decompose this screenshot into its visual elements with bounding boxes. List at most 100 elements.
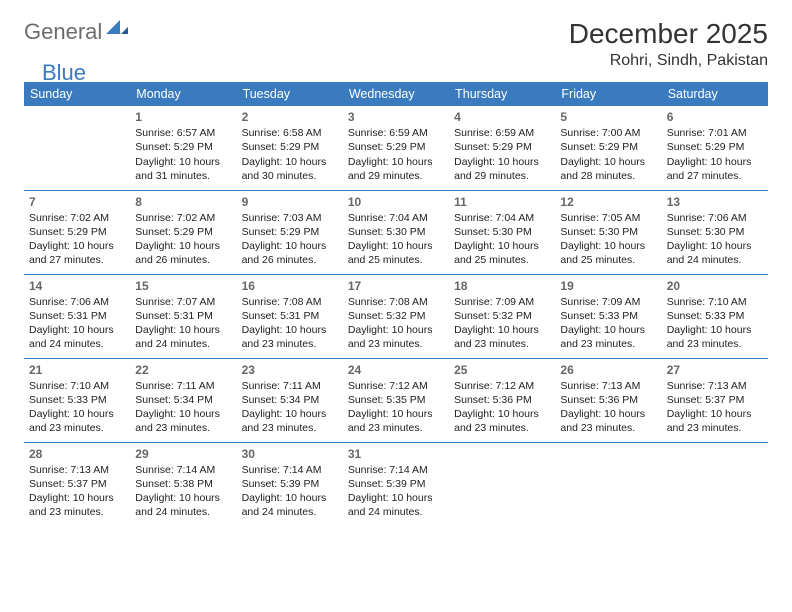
daylight-line: Daylight: 10 hours and 26 minutes. — [135, 239, 231, 267]
calendar-day-cell: 23Sunrise: 7:11 AMSunset: 5:34 PMDayligh… — [237, 358, 343, 442]
sunset-line: Sunset: 5:29 PM — [667, 140, 763, 154]
day-number: 8 — [135, 194, 231, 210]
calendar-day-cell — [662, 442, 768, 526]
calendar-day-cell: 17Sunrise: 7:08 AMSunset: 5:32 PMDayligh… — [343, 274, 449, 358]
sunrise-line: Sunrise: 7:11 AM — [242, 379, 338, 393]
calendar-day-cell: 13Sunrise: 7:06 AMSunset: 5:30 PMDayligh… — [662, 190, 768, 274]
sunrise-line: Sunrise: 7:08 AM — [242, 295, 338, 309]
sunset-line: Sunset: 5:34 PM — [135, 393, 231, 407]
day-number: 6 — [667, 109, 763, 125]
day-number: 1 — [135, 109, 231, 125]
calendar-day-cell: 30Sunrise: 7:14 AMSunset: 5:39 PMDayligh… — [237, 442, 343, 526]
sunrise-line: Sunrise: 7:10 AM — [667, 295, 763, 309]
sunrise-line: Sunrise: 7:12 AM — [454, 379, 550, 393]
location: Rohri, Sindh, Pakistan — [569, 52, 768, 70]
day-number: 2 — [242, 109, 338, 125]
daylight-line: Daylight: 10 hours and 23 minutes. — [29, 491, 125, 519]
day-number: 29 — [135, 446, 231, 462]
sunrise-line: Sunrise: 7:02 AM — [29, 211, 125, 225]
daylight-line: Daylight: 10 hours and 23 minutes. — [560, 323, 656, 351]
sunset-line: Sunset: 5:29 PM — [135, 140, 231, 154]
sunrise-line: Sunrise: 7:06 AM — [29, 295, 125, 309]
sunrise-line: Sunrise: 7:03 AM — [242, 211, 338, 225]
day-number: 25 — [454, 362, 550, 378]
daylight-line: Daylight: 10 hours and 23 minutes. — [348, 323, 444, 351]
day-number: 16 — [242, 278, 338, 294]
daylight-line: Daylight: 10 hours and 25 minutes. — [454, 239, 550, 267]
calendar-day-cell — [449, 442, 555, 526]
sunset-line: Sunset: 5:36 PM — [560, 393, 656, 407]
daylight-line: Daylight: 10 hours and 31 minutes. — [135, 155, 231, 183]
sunset-line: Sunset: 5:29 PM — [242, 225, 338, 239]
daylight-line: Daylight: 10 hours and 23 minutes. — [454, 407, 550, 435]
calendar-day-cell: 29Sunrise: 7:14 AMSunset: 5:38 PMDayligh… — [130, 442, 236, 526]
daylight-line: Daylight: 10 hours and 29 minutes. — [348, 155, 444, 183]
sunrise-line: Sunrise: 7:04 AM — [348, 211, 444, 225]
sunset-line: Sunset: 5:39 PM — [242, 477, 338, 491]
day-number: 15 — [135, 278, 231, 294]
sunset-line: Sunset: 5:35 PM — [348, 393, 444, 407]
daylight-line: Daylight: 10 hours and 26 minutes. — [242, 239, 338, 267]
daylight-line: Daylight: 10 hours and 30 minutes. — [242, 155, 338, 183]
calendar-header-row: SundayMondayTuesdayWednesdayThursdayFrid… — [24, 82, 768, 106]
day-number: 4 — [454, 109, 550, 125]
sunset-line: Sunset: 5:37 PM — [29, 477, 125, 491]
logo-text-general: General — [24, 19, 102, 45]
calendar-day-cell: 8Sunrise: 7:02 AMSunset: 5:29 PMDaylight… — [130, 190, 236, 274]
daylight-line: Daylight: 10 hours and 23 minutes. — [560, 407, 656, 435]
daylight-line: Daylight: 10 hours and 24 minutes. — [135, 323, 231, 351]
calendar-day-cell: 21Sunrise: 7:10 AMSunset: 5:33 PMDayligh… — [24, 358, 130, 442]
sunrise-line: Sunrise: 7:07 AM — [135, 295, 231, 309]
calendar-day-cell: 14Sunrise: 7:06 AMSunset: 5:31 PMDayligh… — [24, 274, 130, 358]
sunset-line: Sunset: 5:29 PM — [348, 140, 444, 154]
day-number: 10 — [348, 194, 444, 210]
daylight-line: Daylight: 10 hours and 24 minutes. — [29, 323, 125, 351]
daylight-line: Daylight: 10 hours and 23 minutes. — [29, 407, 125, 435]
day-header: Tuesday — [237, 82, 343, 106]
day-header: Wednesday — [343, 82, 449, 106]
calendar-day-cell: 31Sunrise: 7:14 AMSunset: 5:39 PMDayligh… — [343, 442, 449, 526]
calendar-day-cell: 22Sunrise: 7:11 AMSunset: 5:34 PMDayligh… — [130, 358, 236, 442]
calendar-day-cell — [24, 106, 130, 190]
sunrise-line: Sunrise: 7:08 AM — [348, 295, 444, 309]
sunset-line: Sunset: 5:29 PM — [454, 140, 550, 154]
sunset-line: Sunset: 5:38 PM — [135, 477, 231, 491]
day-header: Monday — [130, 82, 236, 106]
sunset-line: Sunset: 5:30 PM — [348, 225, 444, 239]
sunrise-line: Sunrise: 7:06 AM — [667, 211, 763, 225]
day-number: 5 — [560, 109, 656, 125]
sunset-line: Sunset: 5:29 PM — [560, 140, 656, 154]
sunset-line: Sunset: 5:32 PM — [454, 309, 550, 323]
calendar-table: SundayMondayTuesdayWednesdayThursdayFrid… — [24, 82, 768, 526]
day-number: 20 — [667, 278, 763, 294]
day-number: 27 — [667, 362, 763, 378]
logo-text-blue: Blue — [42, 60, 86, 86]
sunset-line: Sunset: 5:31 PM — [242, 309, 338, 323]
day-number: 19 — [560, 278, 656, 294]
day-number: 18 — [454, 278, 550, 294]
calendar-day-cell: 11Sunrise: 7:04 AMSunset: 5:30 PMDayligh… — [449, 190, 555, 274]
sunset-line: Sunset: 5:30 PM — [454, 225, 550, 239]
daylight-line: Daylight: 10 hours and 25 minutes. — [348, 239, 444, 267]
day-header: Saturday — [662, 82, 768, 106]
calendar-day-cell: 2Sunrise: 6:58 AMSunset: 5:29 PMDaylight… — [237, 106, 343, 190]
day-number: 14 — [29, 278, 125, 294]
day-header: Friday — [555, 82, 661, 106]
day-number: 24 — [348, 362, 444, 378]
daylight-line: Daylight: 10 hours and 23 minutes. — [242, 407, 338, 435]
calendar-day-cell: 6Sunrise: 7:01 AMSunset: 5:29 PMDaylight… — [662, 106, 768, 190]
day-number: 17 — [348, 278, 444, 294]
daylight-line: Daylight: 10 hours and 23 minutes. — [454, 323, 550, 351]
day-number: 9 — [242, 194, 338, 210]
sunrise-line: Sunrise: 7:14 AM — [135, 463, 231, 477]
sunrise-line: Sunrise: 7:13 AM — [560, 379, 656, 393]
sunrise-line: Sunrise: 7:10 AM — [29, 379, 125, 393]
day-number: 22 — [135, 362, 231, 378]
sunrise-line: Sunrise: 7:13 AM — [667, 379, 763, 393]
calendar-day-cell: 1Sunrise: 6:57 AMSunset: 5:29 PMDaylight… — [130, 106, 236, 190]
calendar-week-row: 7Sunrise: 7:02 AMSunset: 5:29 PMDaylight… — [24, 190, 768, 274]
calendar-day-cell: 4Sunrise: 6:59 AMSunset: 5:29 PMDaylight… — [449, 106, 555, 190]
calendar-week-row: 28Sunrise: 7:13 AMSunset: 5:37 PMDayligh… — [24, 442, 768, 526]
calendar-day-cell: 12Sunrise: 7:05 AMSunset: 5:30 PMDayligh… — [555, 190, 661, 274]
sunset-line: Sunset: 5:37 PM — [667, 393, 763, 407]
